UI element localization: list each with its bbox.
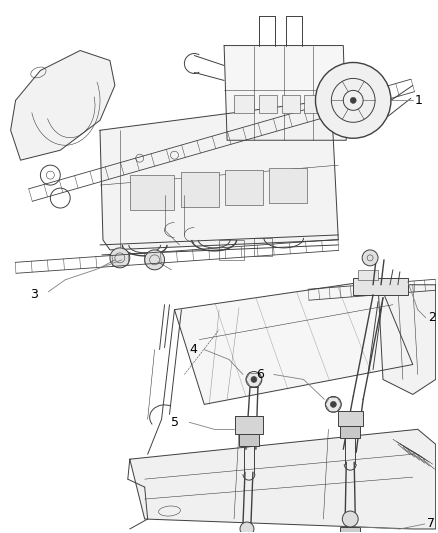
Bar	[235, 416, 263, 434]
Bar	[340, 527, 360, 533]
Bar	[282, 95, 300, 114]
Text: 7: 7	[427, 518, 434, 530]
Bar	[340, 426, 360, 438]
Polygon shape	[11, 51, 115, 160]
Polygon shape	[130, 429, 436, 529]
Text: 5: 5	[172, 416, 180, 429]
Bar	[353, 278, 408, 295]
Bar	[181, 172, 219, 207]
Circle shape	[110, 248, 130, 268]
Circle shape	[240, 522, 254, 533]
Circle shape	[350, 98, 356, 103]
Polygon shape	[378, 285, 436, 394]
Circle shape	[315, 62, 391, 138]
Text: 6: 6	[256, 368, 264, 381]
Text: 1: 1	[415, 94, 423, 107]
Bar	[304, 95, 321, 114]
Polygon shape	[100, 100, 338, 250]
Bar	[239, 434, 259, 446]
Circle shape	[362, 250, 378, 266]
Circle shape	[145, 250, 165, 270]
Bar	[219, 240, 244, 260]
Bar	[358, 270, 378, 280]
Text: 4: 4	[189, 343, 197, 356]
Bar	[259, 95, 277, 114]
Polygon shape	[174, 280, 413, 405]
Bar	[130, 175, 174, 210]
Circle shape	[246, 372, 262, 387]
Circle shape	[251, 376, 257, 383]
Circle shape	[342, 511, 358, 527]
Text: 2: 2	[427, 311, 435, 324]
Bar	[234, 95, 254, 114]
Circle shape	[330, 401, 336, 407]
Bar	[225, 170, 263, 205]
Polygon shape	[224, 45, 346, 140]
Text: 3: 3	[31, 288, 39, 301]
Bar	[338, 411, 363, 426]
Bar	[269, 168, 307, 203]
Bar	[254, 238, 272, 256]
Circle shape	[325, 397, 341, 413]
